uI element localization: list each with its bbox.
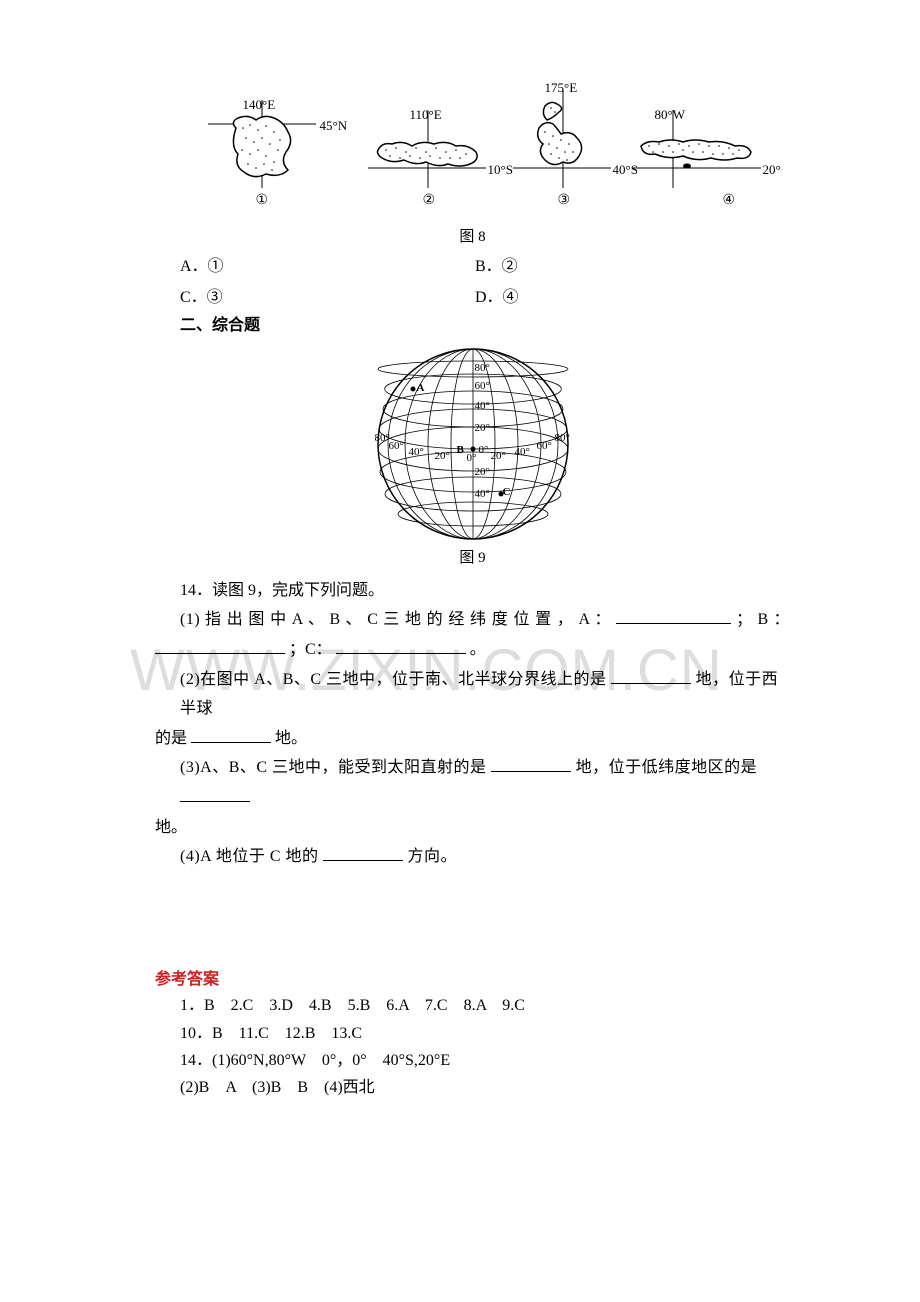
q14-sub4-end: 方向。: [408, 848, 458, 865]
island-4: 80°W 20° ④: [633, 110, 763, 209]
island-2-label: ②: [423, 190, 436, 212]
q14-sub3-line2: 地。: [155, 813, 790, 843]
answer-line-4: (2)B A (3)B B (4)西北: [155, 1074, 790, 1101]
q14-sub1-tail1: ； B ：: [736, 611, 790, 628]
q14-sub4-text: (4)A 地位于 C 地的: [180, 848, 319, 865]
globe-lon-80e: 80°: [555, 430, 570, 448]
globe-lon-20w: 20°: [435, 448, 450, 466]
island-1: 140°E 45°N ①: [208, 100, 318, 209]
q14-sub1-text1: (1) 指 出 图 中 A 、 B 、 C 三 地 的 经 纬 度 位 置 ， …: [180, 611, 611, 628]
answer-line-2: 10．B 11.C 12.B 13.C: [155, 1020, 790, 1047]
globe-lon-0: 0°: [467, 450, 477, 468]
globe-lat-20s: 20°: [475, 464, 490, 482]
q14-sub1-tail2: ；C：: [289, 641, 332, 658]
island-1-lat: 45°N: [320, 116, 348, 137]
globe-lon-40w: 40°: [409, 444, 424, 462]
q14-stem: 14．读图 9，完成下列问题。: [155, 576, 790, 606]
options-row-cd: C．③ D．④: [155, 285, 790, 311]
island-4-lat: 20°: [763, 160, 781, 181]
q14-sub3-mid: 地，位于低纬度地区的是: [576, 759, 758, 776]
figure-8-caption: 图 8: [155, 225, 790, 249]
globe-point-c: C: [503, 484, 511, 502]
blank-a: [616, 623, 731, 624]
q14-sub1-line1: (1) 指 出 图 中 A 、 B 、 C 三 地 的 经 纬 度 位 置 ， …: [155, 605, 790, 635]
main-content: 140°E 45°N ① 110°E 10°S ②: [155, 80, 790, 1101]
answer-line-1: 1．B 2.C 3.D 4.B 5.B 6.A 7.C 8.A 9.C: [155, 992, 790, 1019]
globe-lon-60w: 60°: [389, 438, 404, 456]
q14-sub3-text: (3)A、B、C 三地中，能受到太阳直射的是: [180, 759, 487, 776]
globe-lat-20: 20°: [475, 420, 490, 438]
q14-sub1-line2: ；C： 。: [155, 635, 790, 665]
globe-lat-0: 0°: [479, 442, 489, 460]
q14-sub1-end: 。: [470, 641, 486, 658]
island-3-svg: [513, 90, 613, 200]
blank-b: [155, 653, 285, 654]
island-2-lat: 10°S: [488, 160, 513, 181]
q14-sub2-line2-text: 的是: [155, 730, 187, 747]
globe-point-b: B: [457, 442, 464, 460]
q14-sub2-line2: 的是 地。: [155, 724, 790, 754]
globe-lat-40: 40°: [475, 398, 490, 416]
island-2-lon: 110°E: [410, 105, 442, 126]
island-3: 175°E 40°S ③: [513, 90, 613, 209]
q14-sub2-end: 地。: [275, 730, 307, 747]
globe-point-a: A: [417, 380, 425, 398]
globe-lat-80: 80°: [475, 360, 490, 378]
globe-lon-20e: 20°: [491, 448, 506, 466]
section-2-header: 二、综合题: [155, 313, 790, 339]
island-4-svg: [633, 110, 763, 200]
blank-sub2b: [191, 742, 271, 743]
q14-sub3-end: 地。: [155, 819, 187, 836]
blank-sub3b: [180, 801, 250, 802]
globe-lat-40s: 40°: [475, 486, 490, 504]
option-b: B．②: [475, 254, 790, 280]
globe-lon-40e: 40°: [515, 444, 530, 462]
blank-sub4: [323, 860, 403, 861]
globe-lon-60e: 60°: [537, 438, 552, 456]
q14-sub2-line1: (2)在图中 A、B、C 三地中，位于南、北半球分界线上的是 地，位于西半球: [155, 665, 790, 724]
island-4-lon: 80°W: [655, 105, 685, 126]
answer-line-3: 14．(1)60°N,80°W 0°，0° 40°S,20°E: [155, 1047, 790, 1074]
q14-sub4: (4)A 地位于 C 地的 方向。: [155, 842, 790, 872]
figure-8: 140°E 45°N ① 110°E 10°S ②: [193, 80, 753, 215]
figure-9: A B C 80° 60° 40° 20° 0° 20° 40° 80° 60°…: [363, 344, 583, 544]
island-3-label: ③: [558, 190, 571, 212]
island-4-label: ④: [723, 190, 736, 212]
blank-sub2a: [611, 683, 691, 684]
island-1-label: ①: [256, 190, 269, 212]
answers-header: 参考答案: [155, 967, 790, 993]
option-a: A．①: [155, 254, 475, 280]
island-3-lon: 175°E: [545, 78, 578, 99]
option-c: C．③: [155, 285, 475, 311]
blank-sub3a: [491, 771, 571, 772]
options-row-ab: A．① B．②: [155, 254, 790, 280]
q14-sub2-text: (2)在图中 A、B、C 三地中，位于南、北半球分界线上的是: [180, 671, 607, 688]
figure-9-caption: 图 9: [155, 546, 790, 570]
option-d: D．④: [475, 285, 790, 311]
island-2: 110°E 10°S ②: [368, 110, 488, 209]
globe-lat-60: 60°: [475, 378, 490, 396]
island-1-lon: 140°E: [243, 95, 276, 116]
blank-c: [336, 653, 466, 654]
q14-sub3-line1: (3)A、B、C 三地中，能受到太阳直射的是 地，位于低纬度地区的是: [155, 753, 790, 812]
